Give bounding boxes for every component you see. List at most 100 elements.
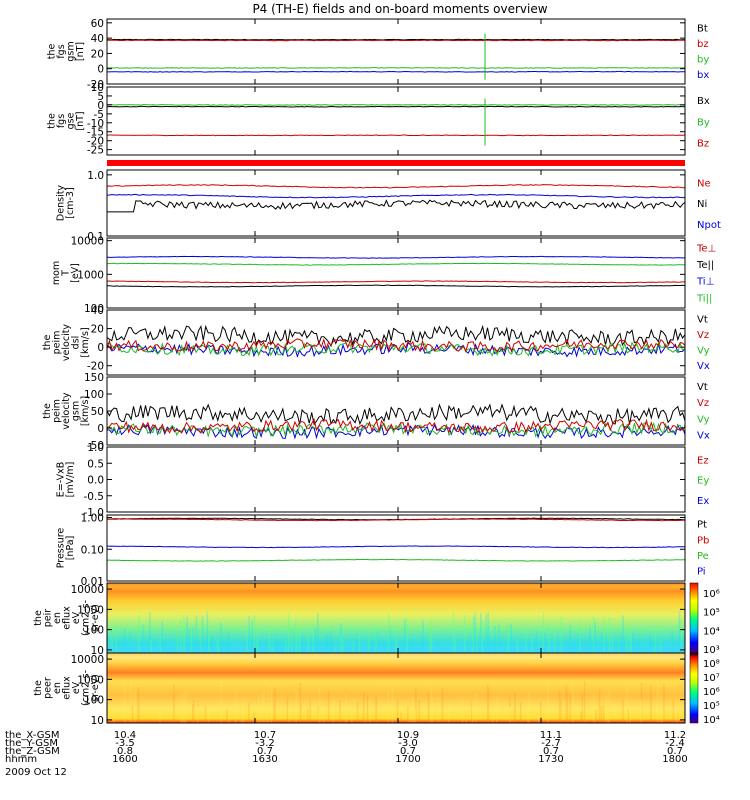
panel-frame xyxy=(106,514,686,582)
spectrogram-streak xyxy=(257,694,260,723)
panel-frame xyxy=(106,652,686,724)
spectrogram-streak xyxy=(248,620,250,653)
spectrogram-streak xyxy=(497,627,500,653)
legend-entry-4: bx xyxy=(697,70,709,81)
spectrogram-streak xyxy=(437,697,439,723)
spectrogram-streak xyxy=(569,693,572,723)
spectrogram-streak xyxy=(317,705,320,723)
y-axis-label: velocity xyxy=(61,392,72,430)
spectrogram-streak xyxy=(113,709,115,723)
y-axis-label: the xyxy=(33,680,44,696)
spectrogram-streak xyxy=(448,710,450,723)
spectrogram-streak xyxy=(514,692,516,723)
spectrogram-streak xyxy=(589,627,591,653)
spectrogram-streak xyxy=(659,638,662,653)
footer-value: 0.7 xyxy=(543,746,559,757)
footer-value: 10.7 xyxy=(254,730,276,741)
panel-3: 1.0 0.1 Density[cm-3] Ne Ni Npot xyxy=(56,169,721,243)
spectrogram-streak xyxy=(181,693,184,723)
spectrogram-streak xyxy=(474,612,476,653)
spectrogram-streak xyxy=(388,613,390,653)
footer-value: 1800 xyxy=(662,754,687,765)
spectrogram-streak xyxy=(299,682,302,723)
spectrogram-streak xyxy=(190,630,193,653)
spectrogram-streak xyxy=(206,611,209,653)
panel-8: 1.00 0.10 0.01 Pressure[nPa] Pt Pb Pe Pi xyxy=(56,513,710,588)
panel-10: 10⁸ 10⁷ 10⁶ 10⁵ 10⁴ 10000 1000 100 10 thepeerenef… xyxy=(33,652,720,727)
y-axis-label: E=-VxB xyxy=(56,462,67,497)
footer-value: 0.7 xyxy=(667,746,683,757)
y-axis-label: Pressure xyxy=(56,528,67,569)
y-tick-label: -1.0 xyxy=(84,507,105,519)
legend-entry-3: Npot xyxy=(697,220,721,231)
spectrogram-streak xyxy=(605,695,608,723)
spectrogram-streak xyxy=(626,685,628,723)
spectrogram-streak xyxy=(375,623,377,653)
spectrogram-streak xyxy=(204,706,207,723)
spectrogram-streak xyxy=(475,630,478,653)
y-axis-label: the xyxy=(33,610,44,626)
spectrogram-streak xyxy=(430,619,433,653)
spectrogram-streak xyxy=(258,637,261,653)
spectrogram-streak xyxy=(498,624,500,653)
spectrogram-streak xyxy=(592,695,595,723)
spectrogram-streak xyxy=(307,629,310,653)
series-line-pb xyxy=(106,518,686,522)
series-line-ne xyxy=(106,184,686,189)
panel-7: 1.0 0.5 0.0 -0.5 -1.0 E=-VxB[mV/m] Ez Ey Ex xyxy=(56,442,710,519)
spectrogram-streak xyxy=(256,641,258,653)
legend-entry-2: bz xyxy=(697,39,709,50)
footer-value: 0.7 xyxy=(257,746,273,757)
colorbar-tick-label: 10⁵ xyxy=(703,701,720,712)
spectrogram-streak xyxy=(491,711,494,723)
spectrogram-streak xyxy=(519,702,522,723)
spectrogram-streak xyxy=(344,703,347,723)
colorbar-tick-label: 10⁶ xyxy=(703,687,720,698)
spectrogram-streak xyxy=(295,624,298,653)
spectrogram-streak xyxy=(197,706,199,723)
spectrogram-streak xyxy=(376,631,378,653)
legend-entry-4: Ti|| xyxy=(696,293,712,304)
spectrogram-streak xyxy=(632,633,634,653)
legend-entry-1: Pt xyxy=(697,520,707,531)
spectrogram-streak xyxy=(603,618,605,653)
spectrogram-streak xyxy=(123,681,126,723)
spectrogram-streak xyxy=(122,635,124,653)
y-axis-label: T xyxy=(61,270,72,277)
spectrogram-streak xyxy=(274,688,276,723)
spectrogram-streak xyxy=(508,696,511,723)
series-line-bx xyxy=(106,105,686,108)
spectrogram-streak xyxy=(403,618,406,653)
spectrogram-streak xyxy=(366,694,369,723)
spectrogram-streak xyxy=(363,692,365,723)
y-tick-label: 0.0 xyxy=(87,475,104,487)
spectrogram-streak xyxy=(211,635,213,653)
panel-frame xyxy=(106,309,686,376)
spectrogram-streak xyxy=(574,639,576,653)
spectrogram-streak xyxy=(317,613,319,653)
y-axis-label: fgs xyxy=(56,114,67,128)
y-tick-label: 10000 xyxy=(71,236,104,248)
y-tick-label: 40 xyxy=(91,33,104,45)
y-tick-label: 0 xyxy=(97,100,104,112)
series-line-bt xyxy=(106,38,686,41)
spectrogram-streak xyxy=(513,640,515,653)
spectrogram-streak xyxy=(671,630,673,653)
series-line-te⊥ xyxy=(106,280,685,284)
y-axis-label: fgs xyxy=(56,44,67,58)
spectrogram-streak xyxy=(185,690,187,723)
spectrogram-streak xyxy=(217,637,220,653)
spectrogram-streak xyxy=(607,711,609,723)
spectrogram-streak xyxy=(240,705,243,723)
spectrogram-streak xyxy=(234,690,237,723)
panel-frame xyxy=(106,86,686,156)
spectrogram-streak xyxy=(594,621,596,653)
panel-frame xyxy=(106,169,686,237)
spectrogram-streak xyxy=(656,682,659,723)
spectrogram-streak xyxy=(415,687,417,723)
y-tick-label: 1.00 xyxy=(81,513,104,525)
legend-entry-2: Te|| xyxy=(696,260,714,271)
y-tick-label: 20 xyxy=(91,48,104,60)
footer-value: 1600 xyxy=(112,754,137,765)
